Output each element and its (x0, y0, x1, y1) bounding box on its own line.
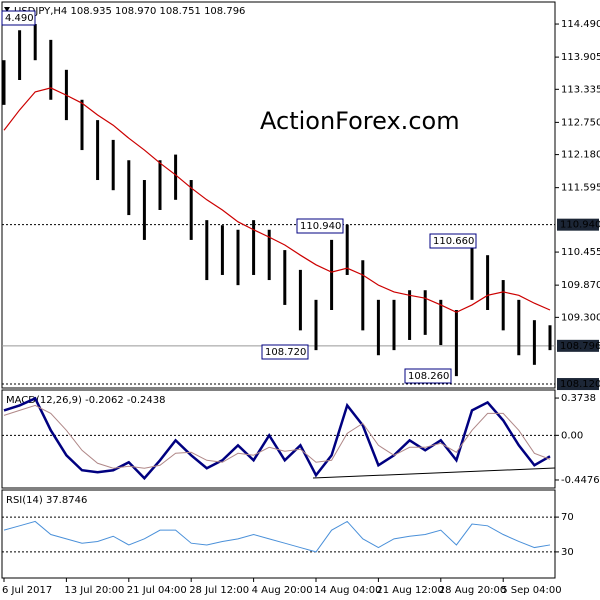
annotation: 110.660 (433, 236, 474, 247)
annotation: 4.490 (5, 13, 34, 24)
y-tick-label: 110.455 (561, 247, 600, 258)
series-line (3, 396, 551, 481)
y-tick-label: 109.870 (561, 280, 600, 291)
annotation-box (429, 233, 477, 249)
panel-title: USDJPY,H4 108.935 108.970 108.751 108.79… (14, 6, 245, 17)
panel-title: RSI(14) 37.8746 (6, 495, 87, 506)
h-line-label-box (557, 339, 599, 352)
x-tick-label: 28 Jul 12:00 (189, 585, 249, 596)
y-tick-label: 114.490 (561, 19, 600, 30)
watermark: ActionForex.com (260, 107, 460, 135)
series-line (3, 404, 551, 469)
series-line (3, 520, 551, 553)
x-tick-label: 28 Aug 20:00 (439, 585, 506, 596)
y-tick-label: 0.00 (561, 430, 583, 441)
macd-frame (1, 389, 556, 489)
x-tick-label: 13 Jul 20:00 (64, 585, 124, 596)
annotation: 108.260 (408, 371, 449, 382)
trend-line (312, 467, 556, 479)
x-tick-label: 6 Jul 2017 (2, 585, 52, 596)
y-tick-label: 109.300 (561, 312, 600, 323)
x-tick-label: 4 Aug 20:00 (252, 585, 313, 596)
y-tick-label: 113.905 (561, 52, 600, 63)
x-tick-label: 14 Aug 04:00 (314, 585, 381, 596)
h-line-label: 108.120 (560, 379, 600, 390)
x-tick-label: 5 Sep 04:00 (501, 585, 561, 596)
annotation-box (296, 218, 344, 234)
y-tick-label: 30 (561, 547, 574, 558)
x-tick-label: 21 Jul 04:00 (127, 585, 187, 596)
y-tick-label: 112.750 (561, 117, 600, 128)
y-tick-label: 111.595 (561, 183, 600, 194)
y-tick-label: -0.4476 (561, 475, 600, 486)
annotation-box (404, 368, 452, 384)
main-frame (1, 1, 556, 389)
rsi-frame (1, 489, 556, 579)
y-tick-label: 113.335 (561, 84, 600, 95)
annotation-box (1, 10, 36, 26)
y-tick-label: 70 (561, 512, 574, 523)
series-line (3, 87, 551, 313)
panel-title: MACD(12,26,9) -0.2062 -0.2438 (6, 395, 166, 406)
y-tick-label: 112.180 (561, 150, 600, 161)
y-tick-label: 0.3738 (561, 393, 596, 404)
x-tick-label: 21 Aug 12:00 (376, 585, 443, 596)
h-line-label-box (557, 218, 599, 231)
annotation: 108.720 (265, 347, 306, 358)
annotation: 110.940 (300, 221, 341, 232)
menu-arrow (4, 7, 10, 12)
annotation-box (261, 344, 309, 360)
h-line-label: 108.796 (560, 341, 600, 352)
h-line-label-box (557, 378, 599, 391)
h-line-label: 110.940 (560, 220, 600, 231)
